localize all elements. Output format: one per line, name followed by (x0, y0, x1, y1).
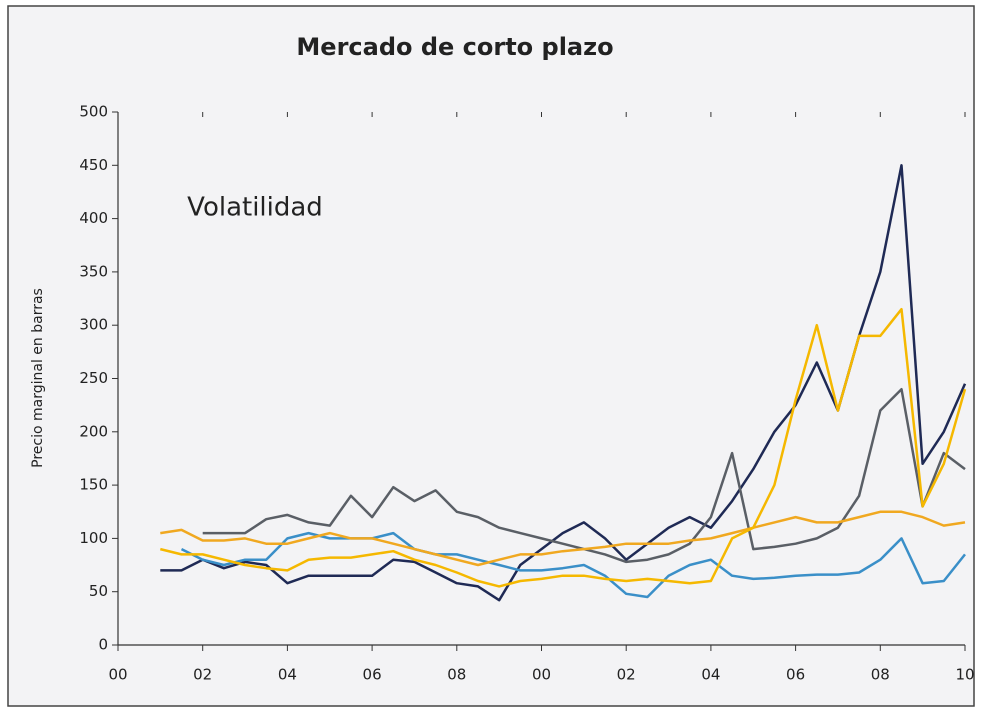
series-line (180, 531, 966, 599)
x-tick-label: 00 (532, 666, 551, 684)
y-tick-label: 300 (79, 316, 108, 334)
y-tick-label: 250 (79, 369, 108, 387)
x-tick-label: 04 (278, 666, 297, 684)
series-line (160, 164, 967, 602)
series-line (159, 307, 967, 588)
x-tick-label: 08 (871, 666, 890, 684)
chart-title: Mercado de corto plazo (296, 33, 613, 61)
y-tick-label: 0 (98, 636, 108, 654)
x-tick-label: 04 (701, 666, 720, 684)
y-tick-label: 400 (79, 209, 108, 227)
y-tick-label: 500 (79, 103, 108, 121)
y-tick-label: 450 (79, 156, 108, 174)
x-tick-label: 06 (786, 666, 805, 684)
x-tick-label: 02 (193, 666, 212, 684)
y-tick-label: 50 (89, 582, 108, 600)
x-tick-label: 10 (955, 666, 974, 684)
y-tick-label: 200 (79, 422, 108, 440)
x-tick-label: 02 (617, 666, 636, 684)
y-axis-label: Precio marginal en barras (30, 288, 46, 468)
x-tick-label: 08 (447, 666, 466, 684)
y-tick-label: 150 (79, 476, 108, 494)
series-line (160, 510, 966, 567)
x-tick-label: 06 (363, 666, 382, 684)
y-tick-label: 350 (79, 262, 108, 280)
chart-frame (7, 5, 975, 707)
annotation: Volatilidad (187, 193, 323, 223)
x-tick-label: 00 (108, 666, 127, 684)
y-tick-label: 100 (79, 529, 108, 547)
